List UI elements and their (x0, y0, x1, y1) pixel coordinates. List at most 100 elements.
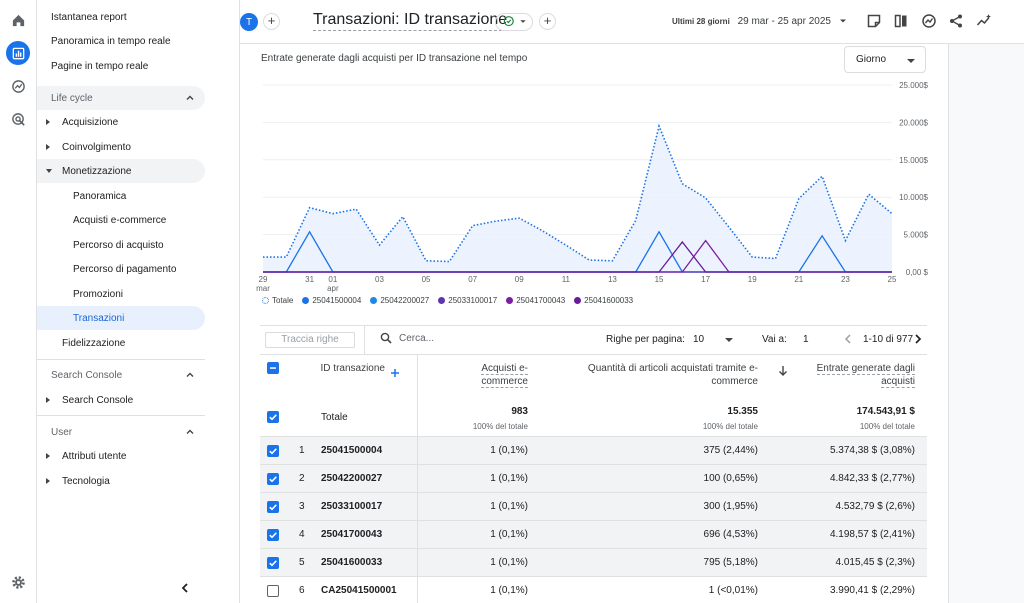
chevron-up-icon (186, 372, 194, 377)
legend-item[interactable]: Totale (262, 296, 293, 305)
nav-item-transazioni[interactable]: Transazioni (37, 306, 205, 330)
legend-item[interactable]: 25033100017 (438, 296, 497, 305)
home-icon[interactable] (6, 8, 30, 32)
table-row[interactable]: 1 25041500004 1 (0,1%) 375 (2,44%) 5.374,38 … (260, 436, 927, 465)
nav-item-percorso-acquisto[interactable]: Percorso di acquisto (73, 239, 164, 251)
sort-descending-arrow-icon[interactable] (778, 365, 788, 377)
x-tick-sublabel: mar (256, 284, 270, 293)
trend-sparkle-icon[interactable] (976, 13, 992, 29)
row-checkbox[interactable] (267, 557, 279, 569)
edit-report-icon[interactable] (866, 13, 882, 29)
date-range-picker[interactable]: Ultimi 28 giorni 29 mar - 25 apr 2025 (672, 16, 831, 27)
legend-item[interactable]: 25041500004 (302, 296, 361, 305)
table-row[interactable]: 2 25042200027 1 (0,1%) 100 (0,65%) 4.842,33 … (260, 464, 927, 493)
cell-acquisti: 1 (0,1%) (490, 445, 528, 456)
nav-item-attributi-utente[interactable]: Attributi utente (37, 444, 205, 468)
advertising-icon[interactable] (6, 107, 30, 131)
legend-item[interactable]: 25041700043 (506, 296, 565, 305)
x-tick-label: 03 (375, 275, 384, 284)
legend-swatch (438, 297, 446, 304)
totals-checkbox[interactable] (267, 411, 279, 423)
nav-item-tecnologia[interactable]: Tecnologia (37, 469, 205, 493)
column-divider (417, 549, 418, 577)
nav-item-percorso-pagamento[interactable]: Percorso di pagamento (73, 263, 177, 275)
table-row[interactable]: 5 25041600033 1 (0,1%) 795 (5,18%) 4.015,45 … (260, 548, 927, 577)
add-filter-button[interactable]: + (539, 13, 556, 30)
cell-id-transazione: 25042200027 (321, 473, 383, 484)
nav-item-coinvolgimento[interactable]: Coinvolgimento (37, 135, 205, 159)
caret-down-icon[interactable] (838, 16, 848, 26)
expand-arrow-icon (46, 119, 50, 125)
table-row[interactable]: 3 25033100017 1 (0,1%) 300 (1,95%) 4.532,79 … (260, 492, 927, 521)
cell-acquisti: 1 (0,1%) (490, 585, 528, 596)
prev-page-chevron-icon[interactable] (843, 333, 853, 345)
add-dimension-plus-icon[interactable] (390, 368, 400, 378)
legend-label: 25041500004 (312, 296, 362, 305)
report-content: Entrate generate dagli acquisti per ID t… (240, 44, 948, 603)
row-checkbox[interactable] (267, 529, 279, 541)
explore-icon[interactable] (6, 74, 30, 98)
nav-item-fidelizzazione[interactable]: Fidelizzazione (62, 337, 126, 349)
granularity-select[interactable]: Giorno (844, 46, 926, 73)
table-header: ID transazione Acquisti e-commerce Quant… (260, 354, 927, 437)
compare-icon[interactable] (893, 13, 909, 29)
goto-page-input[interactable]: 1 (803, 334, 809, 345)
track-rows-button[interactable]: Traccia righe (265, 332, 355, 348)
nav-item-acquisizione[interactable]: Acquisizione (37, 110, 205, 134)
table-row[interactable]: 4 25041700043 1 (0,1%) 696 (4,53%) 4.198,57 … (260, 520, 927, 549)
nav-item-acquisti-ecommerce[interactable]: Acquisti e-commerce (73, 214, 167, 226)
nav-divider (37, 415, 205, 416)
cell-acquisti: 1 (0,1%) (490, 473, 528, 484)
x-tick-label: 13 (608, 275, 617, 284)
legend-item[interactable]: 25042200027 (370, 296, 429, 305)
nav-item-realtime-pages[interactable]: Pagine in tempo reale (51, 61, 149, 72)
cell-entrate: 4.015,45 $ (2,3%) (835, 557, 916, 568)
row-number: 5 (299, 557, 305, 568)
nav-item-promozioni[interactable]: Promozioni (73, 288, 124, 300)
share-icon[interactable] (948, 13, 964, 29)
nav-item-istantanea[interactable]: Istantanea report (51, 12, 127, 23)
next-page-chevron-icon[interactable] (913, 333, 923, 345)
nav-item-search-console[interactable]: Search Console (37, 388, 205, 412)
caret-down-icon (907, 59, 915, 63)
line-chart[interactable]: 25.000$ 20.000$ 15.000$ 10.000$ 5.000$ 0,00 $… (240, 74, 948, 324)
section-search-console[interactable]: Search Console (37, 363, 205, 387)
col-header-id-transazione[interactable]: ID transazione (320, 363, 385, 374)
report-status-dropdown[interactable] (495, 13, 533, 31)
collapse-nav-chevron-icon[interactable] (179, 582, 191, 594)
section-user[interactable]: User (37, 420, 205, 444)
series-line-totale[interactable] (263, 123, 893, 263)
col-header-quantita[interactable]: Quantità di articoli acquistati tramite … (587, 363, 758, 387)
row-checkbox[interactable] (267, 585, 279, 597)
series-line-25041600033[interactable] (263, 240, 892, 273)
cell-quantita: 795 (5,18%) (703, 557, 758, 568)
select-all-checkbox[interactable] (267, 362, 279, 374)
totals-acquisti: 983 (511, 406, 528, 417)
x-tick-label: 21 (794, 275, 803, 284)
row-checkbox[interactable] (267, 445, 279, 457)
avatar[interactable]: T (240, 13, 258, 31)
settings-icon[interactable] (6, 570, 30, 594)
rows-per-page-select[interactable]: 10 (693, 334, 705, 345)
section-lifecycle[interactable]: Life cycle (37, 86, 205, 110)
caret-down-icon[interactable] (725, 338, 733, 342)
cell-acquisti: 1 (0,1%) (490, 501, 528, 512)
insights-icon[interactable] (921, 13, 937, 29)
cell-acquisti: 1 (0,1%) (490, 557, 528, 568)
legend-label: 25042200027 (380, 296, 430, 305)
col-header-entrate[interactable]: Entrate generate dagli acquisti (816, 363, 915, 388)
nav-item-panoramica[interactable]: Panoramica (73, 190, 127, 202)
table-row[interactable]: 6 CA25041500001 1 (0,1%) 1 (<0,01%) 3.990,41… (260, 576, 927, 603)
search-input[interactable]: Cerca... (380, 332, 434, 344)
nav-item-realtime-overview[interactable]: Panoramica in tempo reale (51, 36, 171, 47)
nav-item-monetizzazione[interactable]: Monetizzazione (37, 159, 205, 183)
add-comparison-button[interactable]: + (263, 13, 280, 30)
column-divider (417, 355, 418, 437)
row-checkbox[interactable] (267, 501, 279, 513)
legend-item[interactable]: 25041600033 (574, 296, 633, 305)
pagination-range: 1-10 di 977 (863, 334, 914, 345)
row-number: 1 (299, 445, 305, 456)
row-checkbox[interactable] (267, 473, 279, 485)
reports-icon[interactable] (6, 41, 30, 65)
col-header-acquisti[interactable]: Acquisti e-commerce (481, 363, 528, 388)
